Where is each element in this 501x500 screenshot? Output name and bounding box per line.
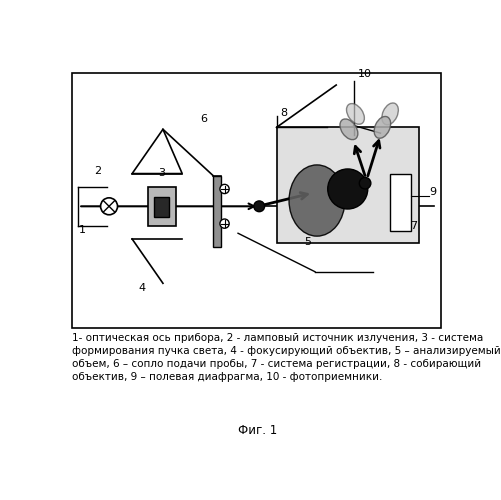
- Text: 9: 9: [428, 186, 435, 196]
- Text: 4: 4: [138, 283, 145, 293]
- Bar: [276, 128, 418, 243]
- Ellipse shape: [289, 165, 344, 236]
- Text: 10: 10: [357, 70, 371, 80]
- Text: 1: 1: [79, 225, 86, 235]
- Bar: [147, 187, 176, 226]
- Text: 6: 6: [200, 114, 207, 124]
- Ellipse shape: [339, 119, 357, 140]
- Bar: [72, 74, 440, 328]
- Bar: [389, 174, 410, 232]
- Ellipse shape: [346, 104, 364, 124]
- Bar: [212, 176, 220, 246]
- Text: 3: 3: [158, 168, 165, 177]
- Ellipse shape: [381, 103, 397, 125]
- Circle shape: [100, 198, 117, 215]
- Circle shape: [219, 184, 229, 194]
- Text: 8: 8: [280, 108, 287, 118]
- Circle shape: [254, 201, 264, 211]
- Circle shape: [327, 169, 367, 209]
- Ellipse shape: [373, 116, 390, 138]
- Text: 5: 5: [303, 237, 310, 247]
- Text: 1- оптическая ось прибора, 2 - ламповый источник излучения, 3 - система
формиров: 1- оптическая ось прибора, 2 - ламповый …: [72, 332, 499, 382]
- Circle shape: [219, 219, 229, 228]
- Text: 7: 7: [409, 222, 416, 232]
- Text: 2: 2: [94, 166, 101, 175]
- Circle shape: [359, 178, 370, 189]
- Bar: [154, 197, 168, 217]
- Text: Фиг. 1: Фиг. 1: [237, 424, 277, 437]
